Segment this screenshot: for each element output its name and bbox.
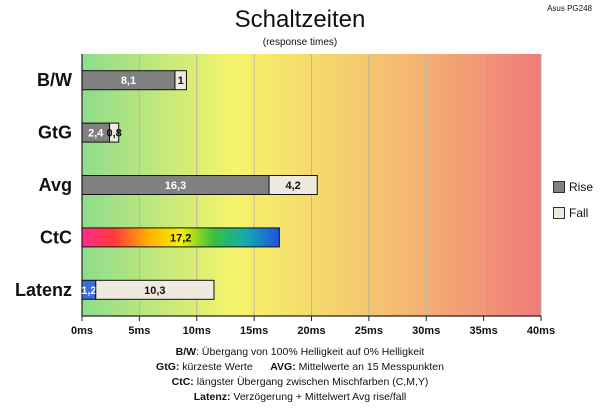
x-tick-label: 40ms (527, 325, 555, 337)
legend-swatch-fall (553, 207, 565, 219)
data-label: 1,2 (81, 285, 96, 297)
monitor-label: Asus PG248 (547, 4, 592, 13)
x-tick-label: 5ms (128, 325, 150, 337)
bar-fall (95, 279, 215, 300)
data-label: 4,2 (285, 180, 300, 192)
legend-item-fall: Fall (553, 206, 588, 220)
chart-title: Schaltzeiten (234, 6, 366, 33)
bar-fall (174, 70, 187, 91)
note-latenz: Latenz: Verzögerung + Mittelwert Avg ris… (193, 391, 407, 403)
data-label: 1 (178, 75, 184, 87)
legend-label-rise: Rise (569, 180, 594, 194)
x-tick-label: 10ms (183, 325, 211, 337)
data-label: 10,3 (144, 285, 165, 297)
data-label: 0,8 (106, 128, 121, 140)
note-ctc: CtC: längster Übergang zwischen Mischfar… (171, 376, 429, 388)
category-label: B/W (37, 70, 72, 90)
note-bw: B/W: Übergang von 100% Helligkeit auf 0%… (175, 346, 425, 358)
category-label: GtG (38, 123, 72, 143)
chart-subtitle: (response times) (262, 37, 338, 48)
chart-notes: B/W: Übergang von 100% Helligkeit auf 0%… (0, 345, 600, 405)
bar-fall (109, 122, 120, 143)
bar-fall (268, 175, 318, 195)
data-label: 17,2 (170, 232, 191, 244)
x-tick-label: 25ms (355, 325, 383, 337)
legend-item-rise: Rise (553, 180, 593, 194)
x-tick-label: 30ms (412, 325, 440, 337)
data-label: 2,4 (88, 128, 104, 140)
x-tick-label: 35ms (470, 325, 498, 337)
category-label: Latenz (15, 280, 72, 300)
legend-label-fall: Fall (569, 206, 589, 220)
note-gtg-avg: GtG: kürzeste Werte AVG: Mittelwerte an … (156, 361, 444, 373)
x-tick-label: 0ms (71, 325, 93, 337)
data-label: 16,3 (165, 180, 186, 192)
legend-swatch-rise (553, 181, 565, 193)
x-tick-label: 15ms (240, 325, 268, 337)
bar-rise (81, 227, 280, 248)
x-tick-label: 20ms (297, 325, 325, 337)
category-label: Avg (39, 175, 72, 195)
data-label: 8,1 (121, 75, 136, 87)
category-label: CtC (40, 227, 72, 247)
